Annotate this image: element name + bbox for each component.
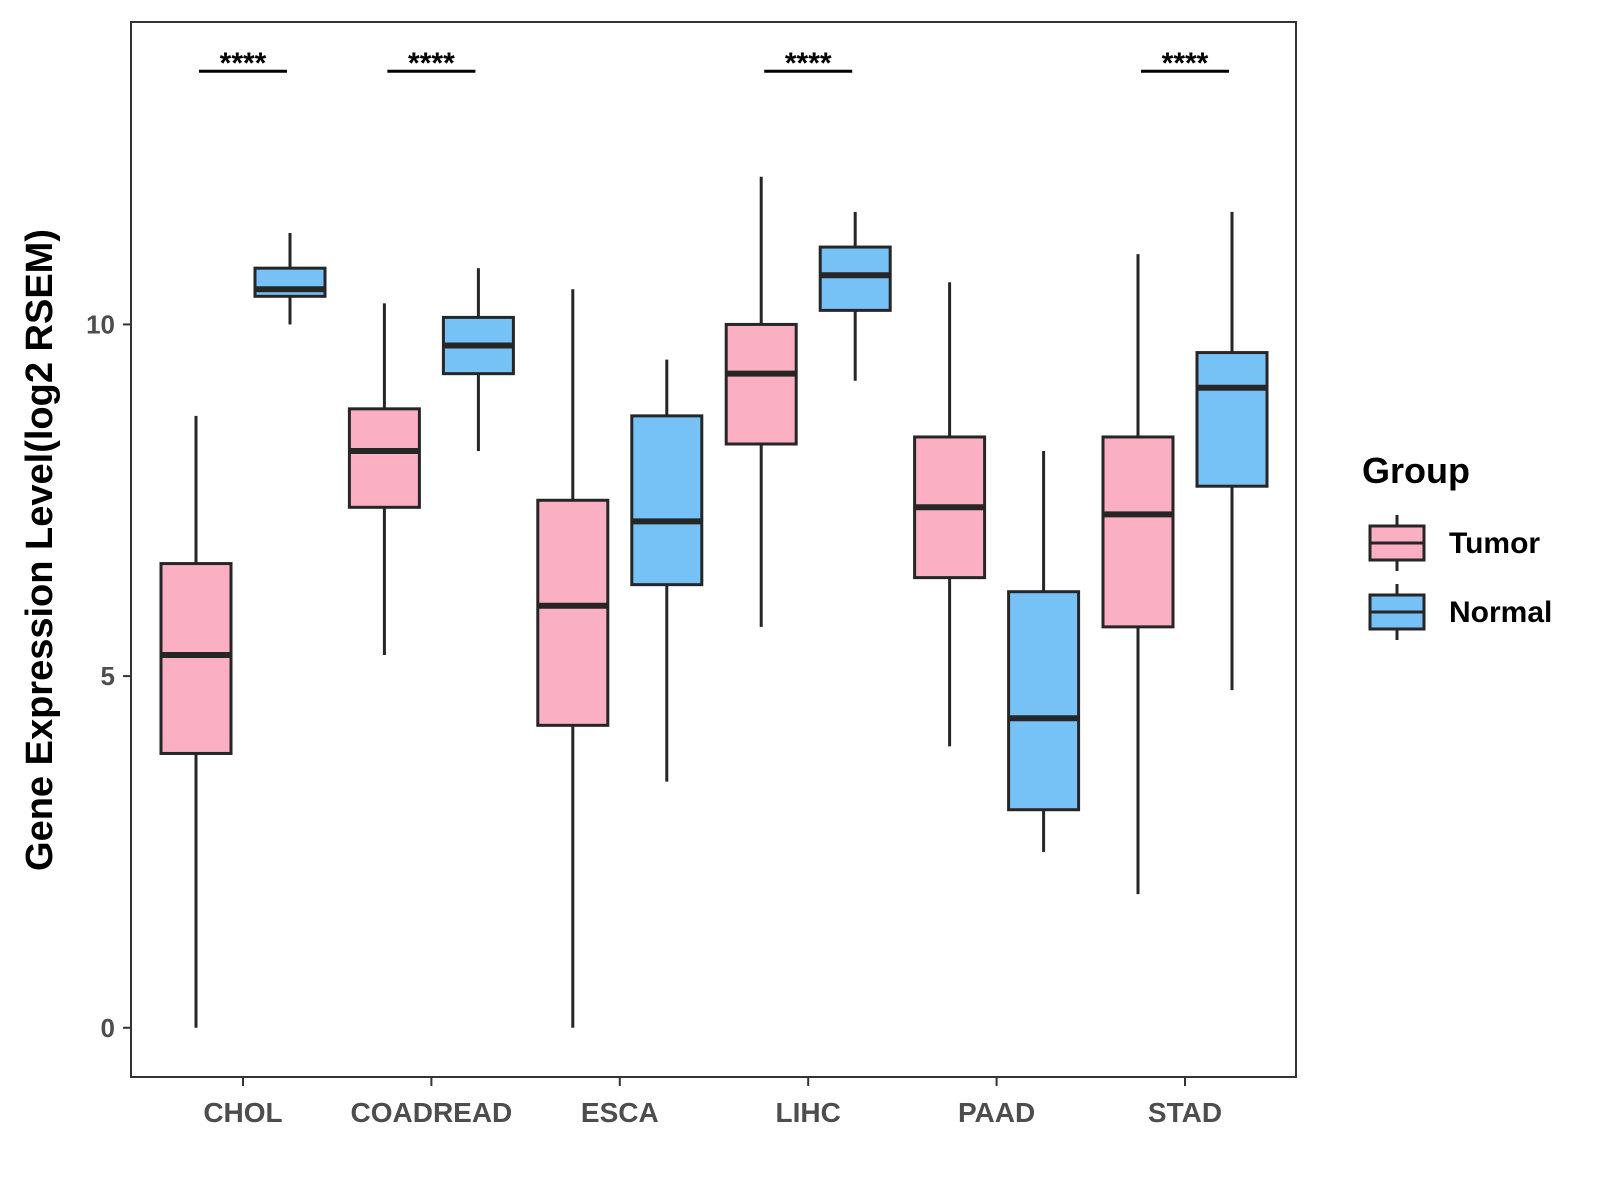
- legend-entry-tumor: Tumor: [1368, 515, 1540, 571]
- y-tick-label: 5: [101, 661, 115, 691]
- plot-area: **** **** **** ****: [159, 47, 1269, 1028]
- significance-coadread: ****: [387, 47, 476, 80]
- x-tick-label: COADREAD: [351, 1097, 513, 1128]
- box-tumor-lihc: [724, 176, 798, 627]
- x-tick-label: CHOL: [203, 1097, 282, 1128]
- legend: Group Tumor Normal: [1362, 450, 1552, 640]
- x-tick-label: ESCA: [581, 1097, 659, 1128]
- x-tick-label: LIHC: [776, 1097, 841, 1128]
- panel-border: [130, 21, 1297, 1078]
- box-tumor-coadread: [347, 303, 421, 655]
- significance-lihc: ****: [764, 47, 853, 80]
- legend-title: Group: [1362, 450, 1470, 491]
- significance-label: ****: [1162, 47, 1209, 80]
- y-tick-label: 10: [86, 309, 115, 339]
- box-tumor-chol: [159, 415, 233, 1028]
- significance-chol: ****: [199, 47, 287, 80]
- box-normal-lihc: [818, 211, 892, 381]
- significance-label: ****: [220, 47, 267, 80]
- box-body: [724, 322, 798, 446]
- x-tick-label: STAD: [1148, 1097, 1222, 1128]
- significance-stad: ****: [1141, 47, 1229, 80]
- box-normal-paad: [1007, 451, 1081, 852]
- box-body: [347, 407, 421, 509]
- box-body: [818, 245, 892, 312]
- x-tick-label: PAAD: [958, 1097, 1035, 1128]
- box-normal-chol: [253, 233, 327, 325]
- axes: 0 5 10 CHOL COADREAD ESCA LIHC PAAD STAD: [86, 21, 1297, 1128]
- box-normal-stad: [1195, 211, 1269, 691]
- box-body: [1007, 590, 1081, 812]
- legend-label: Normal: [1449, 596, 1552, 629]
- box-body: [1101, 435, 1175, 629]
- box-tumor-paad: [913, 282, 987, 747]
- box-tumor-stad: [1101, 254, 1175, 895]
- box-normal-esca: [630, 359, 704, 782]
- y-axis-title: Gene Expression Level(log2 RSEM): [19, 229, 61, 871]
- box-normal-coadread: [441, 268, 515, 452]
- significance-label: ****: [408, 47, 455, 80]
- box-body: [159, 562, 233, 755]
- legend-label: Tumor: [1449, 527, 1540, 560]
- box-tumor-esca: [536, 289, 610, 1028]
- box-body: [536, 498, 610, 727]
- box-body: [630, 414, 704, 587]
- legend-entry-normal: Normal: [1368, 584, 1552, 640]
- significance-label: ****: [785, 47, 832, 80]
- box-body: [1195, 351, 1269, 488]
- y-tick-label: 0: [101, 1013, 115, 1043]
